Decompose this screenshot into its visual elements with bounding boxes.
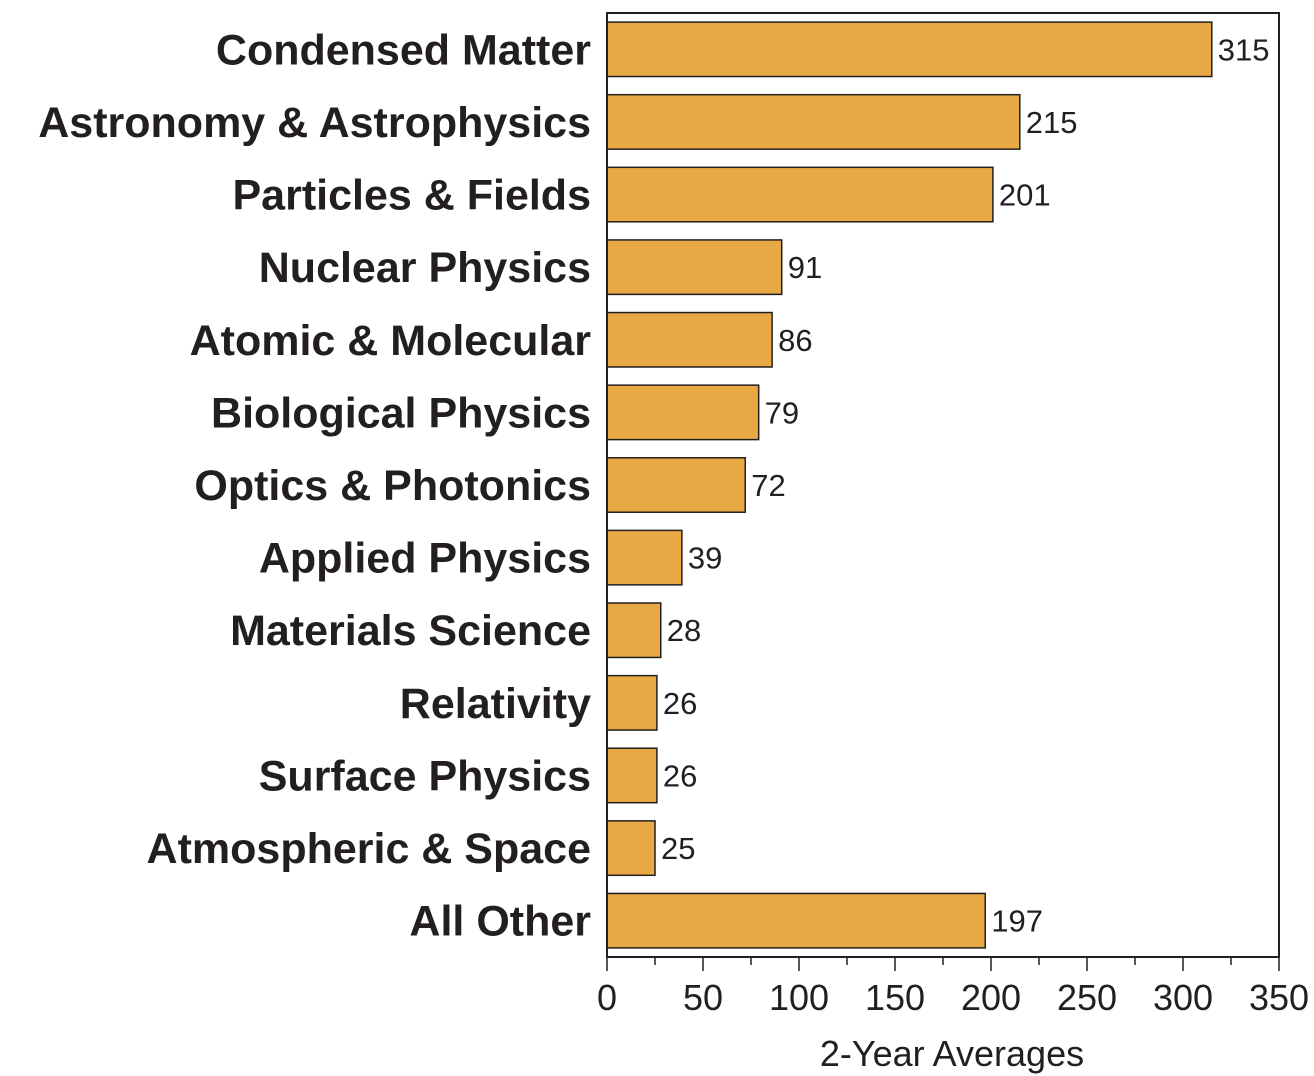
x-tick-label: 200: [961, 977, 1021, 1018]
value-label: 26: [663, 758, 697, 793]
category-label: Optics & Photonics: [194, 462, 591, 510]
category-label: Materials Science: [230, 607, 591, 655]
x-tick-label: 250: [1057, 977, 1117, 1018]
value-label: 197: [991, 904, 1043, 939]
value-label: 39: [688, 541, 722, 576]
bar: [606, 820, 656, 877]
x-axis-ticks: 0 50 100 150 200 250 300 350: [597, 957, 1309, 1018]
category-label: All Other: [409, 898, 591, 946]
bar: [606, 166, 994, 223]
value-labels: 315 215 201 91 86 79 72 39 28 26 26 25 197: [661, 32, 1270, 938]
x-tick-label: 300: [1153, 977, 1213, 1018]
value-label: 79: [765, 395, 799, 430]
x-tick-label: 150: [865, 977, 925, 1018]
value-label: 201: [999, 178, 1051, 213]
category-label: Particles & Fields: [233, 172, 592, 220]
category-label: Nuclear Physics: [259, 244, 591, 292]
value-label: 91: [788, 250, 822, 285]
bar: [606, 892, 986, 949]
value-label: 26: [663, 686, 697, 721]
x-tick-label: 0: [597, 977, 617, 1018]
bar: [606, 602, 662, 659]
category-label: Atmospheric & Space: [147, 825, 591, 873]
value-label: 215: [1026, 105, 1078, 140]
category-label: Surface Physics: [259, 752, 591, 800]
value-label: 72: [751, 468, 785, 503]
bar: [606, 529, 683, 586]
bar: [606, 239, 783, 296]
x-tick-label: 350: [1249, 977, 1309, 1018]
bars-layer: [606, 21, 1213, 949]
bar: [606, 311, 773, 368]
bar: [606, 384, 760, 441]
bar: [606, 21, 1213, 78]
bar: [606, 674, 658, 731]
category-label: Biological Physics: [211, 389, 591, 437]
value-label: 315: [1218, 32, 1270, 67]
category-label: Applied Physics: [259, 535, 591, 583]
value-label: 86: [778, 323, 812, 358]
x-tick-label: 100: [769, 977, 829, 1018]
value-label: 28: [667, 613, 701, 648]
bar: [606, 747, 658, 804]
x-tick-label: 50: [683, 977, 723, 1018]
category-label: Atomic & Molecular: [190, 317, 592, 365]
value-label: 25: [661, 831, 695, 866]
category-labels: Condensed Matter Astronomy & Astrophysics…: [38, 26, 591, 945]
category-label: Relativity: [400, 680, 591, 728]
category-label: Astronomy & Astrophysics: [38, 99, 591, 147]
bar: [606, 93, 1021, 150]
x-axis-title: 2-Year Averages: [820, 1033, 1084, 1074]
bar: [606, 457, 746, 513]
category-label: Condensed Matter: [216, 26, 591, 74]
